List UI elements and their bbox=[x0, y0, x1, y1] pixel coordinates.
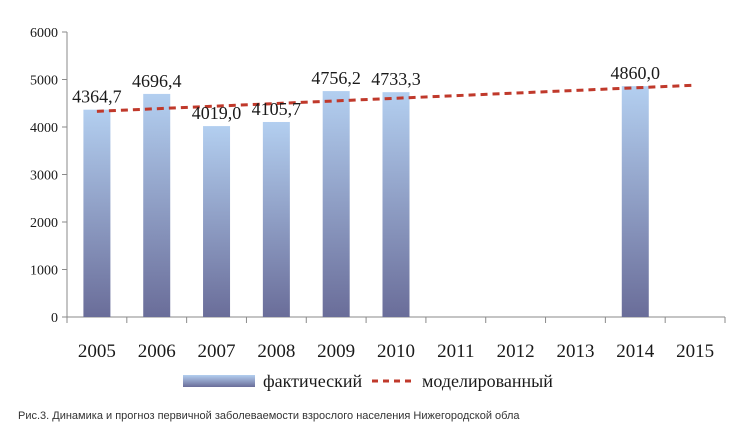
x-tick-label: 2012 bbox=[497, 341, 535, 362]
y-tick-label: 3000 bbox=[30, 169, 58, 184]
data-label: 4860,0 bbox=[611, 63, 661, 83]
data-label: 4105,7 bbox=[252, 99, 302, 119]
data-labels: 4364,7 4696,4 4019,0 4105,7 4756,2 4733,3 4860… bbox=[72, 63, 660, 123]
trend-series-line bbox=[96, 83, 696, 113]
bar bbox=[322, 91, 350, 317]
x-tick-label: 2011 bbox=[437, 341, 474, 362]
data-label: 4364,7 bbox=[72, 87, 122, 107]
data-label: 4696,4 bbox=[132, 71, 182, 91]
bar bbox=[262, 121, 290, 317]
y-tick-label: 5000 bbox=[30, 74, 58, 89]
data-label: 4756,2 bbox=[311, 68, 361, 88]
data-label: 4733,3 bbox=[371, 69, 421, 89]
y-tick-label: 1000 bbox=[30, 264, 58, 279]
trend-line bbox=[96, 83, 696, 113]
x-tick-label: 2013 bbox=[556, 341, 594, 362]
x-tick-label: 2007 bbox=[198, 341, 236, 362]
x-tick-label: 2014 bbox=[616, 341, 655, 362]
y-tick-label: 0 bbox=[51, 311, 58, 326]
legend-label-line: моделированный bbox=[422, 371, 553, 391]
x-tick-label: 2005 bbox=[78, 341, 116, 362]
x-tick-label: 2009 bbox=[317, 341, 355, 362]
bar bbox=[382, 92, 410, 318]
bar bbox=[143, 93, 171, 318]
axes: 0 1000 2000 3000 4000 5000 6000 2005 2006 2007 200… bbox=[30, 26, 726, 362]
y-tick-label: 6000 bbox=[30, 26, 58, 41]
bar bbox=[203, 126, 231, 317]
x-tick-label: 2010 bbox=[377, 341, 415, 362]
x-tick-label: 2015 bbox=[676, 341, 714, 362]
legend-label-bar: фактический bbox=[263, 371, 363, 391]
x-tick-label: 2006 bbox=[138, 341, 176, 362]
bar bbox=[621, 86, 649, 318]
figure-caption: Рис.3. Динамика и прогноз первичной забо… bbox=[18, 410, 520, 422]
y-tick-label: 2000 bbox=[30, 216, 58, 231]
y-tick-label: 4000 bbox=[30, 121, 58, 136]
data-label: 4019,0 bbox=[192, 103, 242, 123]
legend-swatch-bar bbox=[183, 375, 255, 387]
legend: фактический моделированный bbox=[183, 371, 553, 391]
bars bbox=[83, 86, 649, 318]
bar bbox=[83, 109, 111, 317]
x-tick-label: 2008 bbox=[257, 341, 295, 362]
